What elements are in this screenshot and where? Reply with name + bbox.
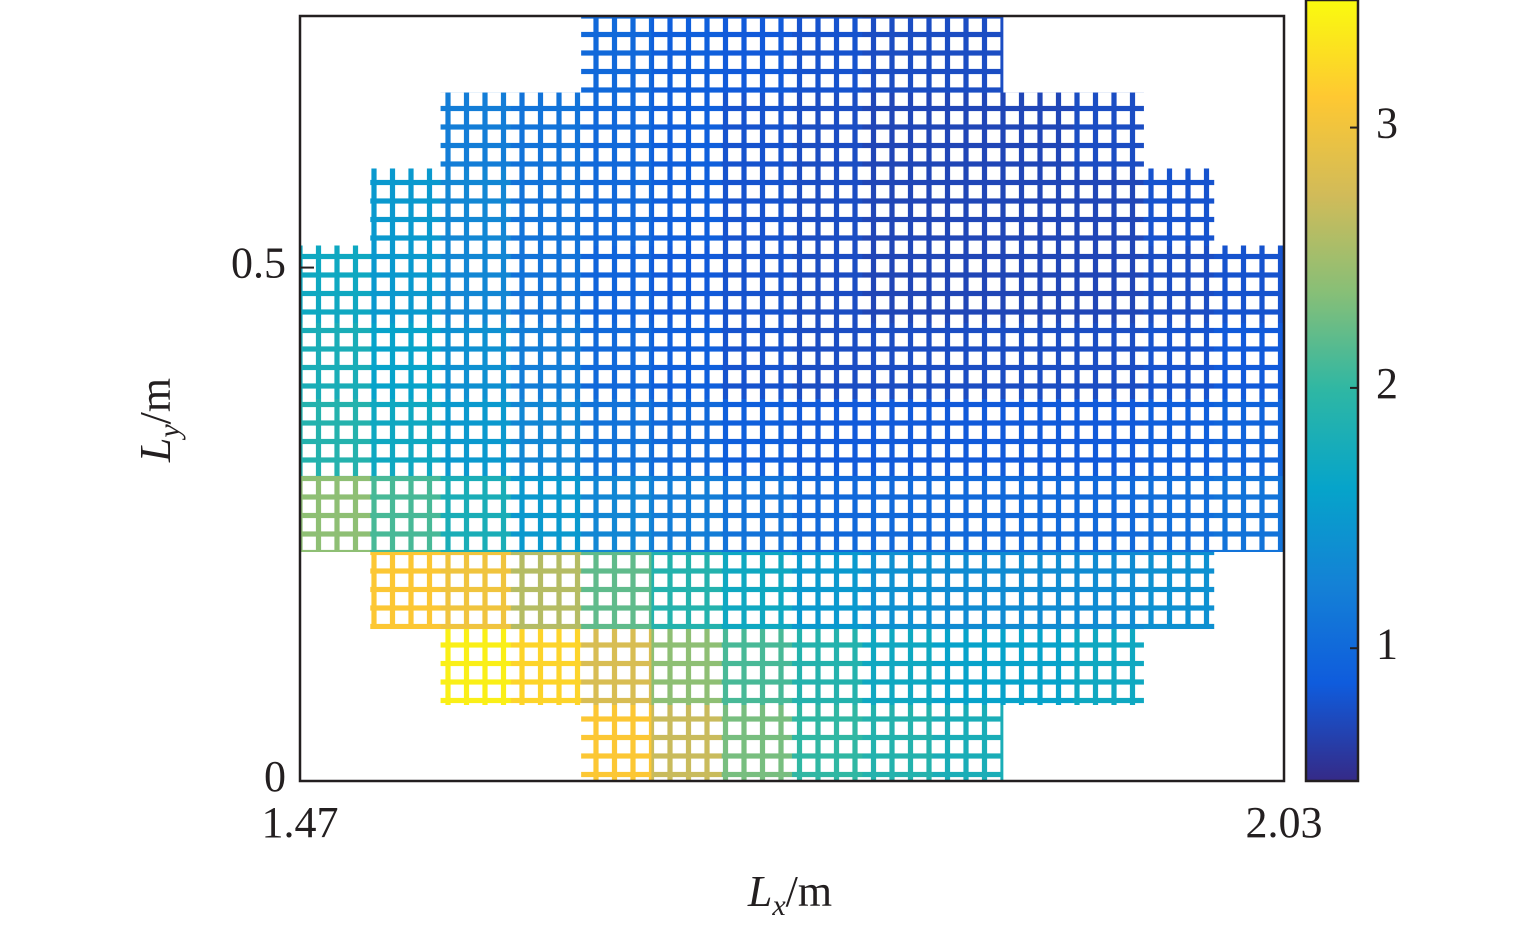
colorbar-tick-label: 3 [1376,99,1398,148]
mesh-overlay [300,15,1285,783]
x-tick-label: 1.47 [262,798,339,847]
x-label-subscript: x [771,889,786,922]
colorbar-tick-label: 1 [1376,619,1398,668]
plot-frame [298,14,1286,783]
y-tick-label: 0 [264,752,286,801]
colorbar [1304,0,1360,783]
y-label-unit: /m [131,378,180,424]
x-axis-label: Lx/m [747,867,832,922]
y-tick-label: 0.5 [231,239,286,288]
heatmap-cells [300,15,1285,783]
y-label-symbol: L [131,438,180,463]
colorbar-tick-label: 2 [1376,359,1398,408]
y-label-subscript: y [153,424,186,441]
x-tick-label: 2.03 [1246,798,1323,847]
axes [298,14,1286,783]
y-axis-label: Ly/m [131,378,186,463]
x-label-symbol: L [747,867,772,916]
x-label-unit: /m [786,867,832,916]
